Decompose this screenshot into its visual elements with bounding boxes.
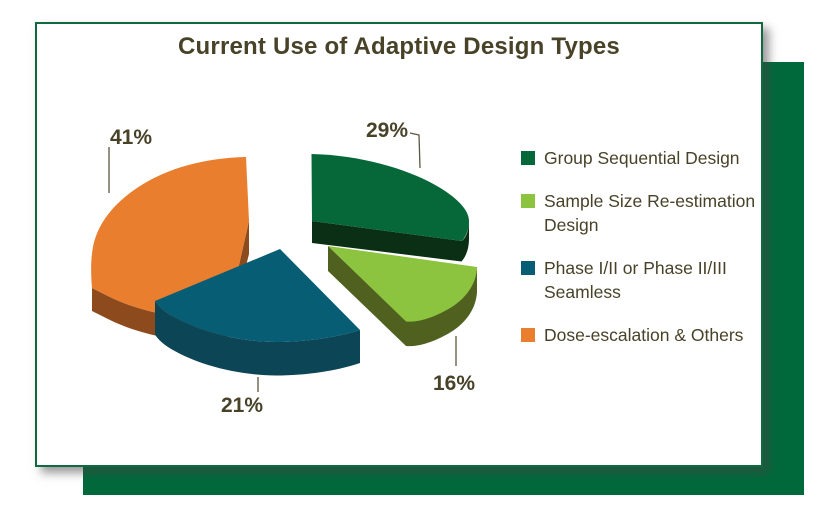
legend-swatch-phase-seamless (521, 261, 535, 275)
pct-label-sample-size: 16% (433, 372, 475, 395)
legend-item-group-sequential: Group Sequential Design (521, 146, 759, 170)
slice-dose-escalation-side (92, 221, 249, 342)
chart-legend: Group Sequential Design Sample Size Re-e… (521, 146, 759, 366)
legend-item-sample-size: Sample Size Re-estimation Design (521, 189, 759, 237)
slice-group-sequential-top (311, 154, 470, 241)
slice-phase-seamless-side (155, 301, 360, 376)
leader-line-29 (409, 132, 421, 169)
slice-phase-seamless-top (155, 249, 360, 342)
chart-title: Current Use of Adaptive Design Types (178, 33, 620, 60)
slice-sample-size-side (328, 246, 477, 347)
legend-label-sample-size: Sample Size Re-estimation Design (544, 191, 756, 235)
legend-swatch-dose-escalation (521, 328, 535, 342)
legend-label-phase-seamless: Phase I/II or Phase II/III Seamless (544, 258, 727, 302)
pct-label-group-sequential: 29% (366, 119, 408, 142)
pct-label-dose-escalation: 41% (110, 126, 152, 149)
legend-swatch-group-sequential (521, 151, 535, 165)
slice-group-sequential-side (312, 220, 469, 262)
legend-swatch-sample-size (521, 194, 535, 208)
pct-label-phase-seamless: 21% (221, 394, 263, 417)
legend-item-dose-escalation: Dose-escalation & Others (521, 323, 759, 347)
legend-label-dose-escalation: Dose-escalation & Others (544, 325, 744, 345)
slice-sample-size-top (328, 246, 477, 322)
legend-item-phase-seamless: Phase I/II or Phase II/III Seamless (521, 256, 759, 304)
legend-label-group-sequential: Group Sequential Design (544, 148, 740, 168)
